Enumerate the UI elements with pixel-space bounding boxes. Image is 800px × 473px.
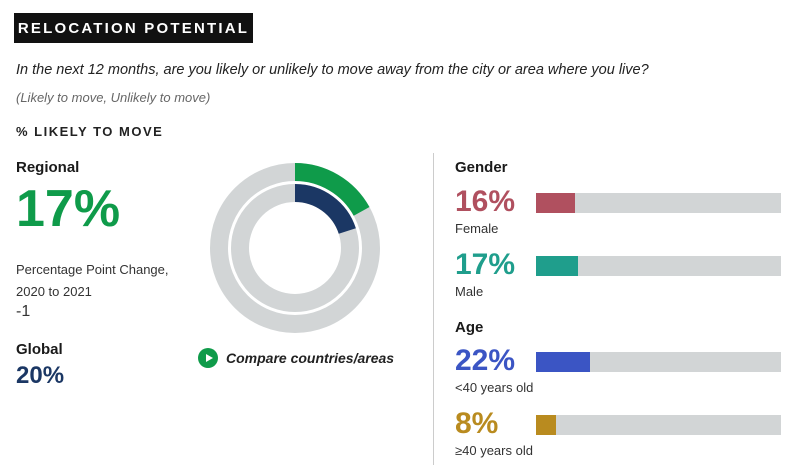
under40-label: <40 years old	[455, 380, 534, 395]
global-value: 20%	[16, 362, 65, 389]
male-bar-track	[536, 256, 781, 276]
donut-chart	[210, 163, 380, 333]
donut-arc-regional	[294, 163, 370, 217]
female-value: 16%	[455, 185, 516, 218]
section-title-text: RELOCATION POTENTIAL	[17, 19, 250, 37]
under40-value: 22%	[455, 344, 516, 377]
regional-value: 17%	[16, 180, 121, 238]
survey-question: In the next 12 months, are you likely or…	[16, 62, 649, 78]
female-bar-track	[536, 193, 781, 213]
under40-bar-track	[536, 352, 781, 372]
female-label: Female	[455, 221, 499, 236]
over40-bar	[536, 415, 556, 435]
metric-label: % LIKELY TO MOVE	[16, 124, 164, 139]
over40-label: ≥40 years old	[455, 443, 533, 458]
change-label: Percentage Point Change, 2020 to 2021	[16, 262, 169, 299]
global-label: Global	[16, 341, 63, 358]
compare-link[interactable]: Compare countries/areas	[198, 348, 394, 368]
age-label: Age	[455, 319, 484, 336]
donut-arc-global	[294, 184, 356, 235]
play-icon	[198, 348, 218, 368]
over40-bar-track	[536, 415, 781, 435]
female-bar	[536, 193, 576, 213]
divider	[433, 153, 434, 465]
regional-label: Regional	[16, 159, 80, 176]
over40-value: 8%	[455, 407, 499, 440]
gender-label: Gender	[455, 159, 508, 176]
change-value: -1	[16, 303, 31, 320]
male-bar	[536, 256, 578, 276]
compare-link-label: Compare countries/areas	[226, 350, 395, 366]
answer-options: (Likely to move, Unlikely to move)	[16, 90, 211, 105]
section-title: RELOCATION POTENTIAL	[14, 13, 253, 43]
under40-bar	[536, 352, 590, 372]
male-label: Male	[455, 284, 484, 299]
male-value: 17%	[455, 248, 516, 281]
